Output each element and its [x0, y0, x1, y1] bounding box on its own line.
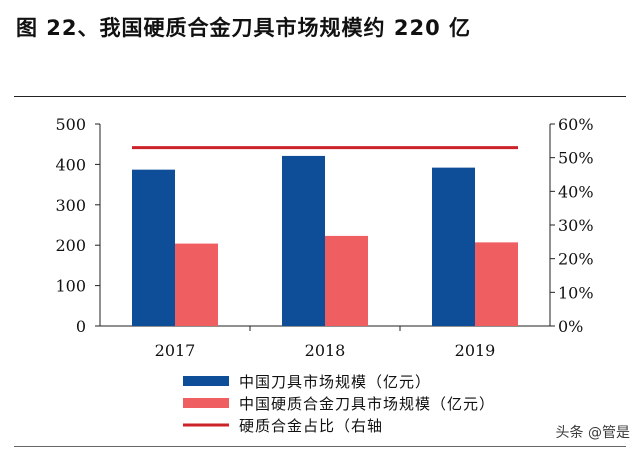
y-tick-label-right: 10%	[558, 283, 594, 302]
y-tick-label-left: 300	[55, 196, 86, 215]
y-tick-label-right: 40%	[558, 182, 594, 201]
bar-carbide-tool-market	[325, 235, 368, 326]
y-tick-label-left: 200	[55, 236, 86, 255]
bar-tool-market	[282, 155, 325, 326]
x-tick-label: 2019	[455, 341, 496, 360]
y-tick-label-left: 400	[55, 155, 86, 174]
y-tick-label-right: 0%	[558, 317, 583, 336]
x-tick-label: 2017	[155, 341, 196, 360]
legend-swatch	[183, 376, 229, 386]
legend-label: 中国硬质合金刀具市场规模（亿元）	[239, 395, 495, 413]
legend-label: 中国刀具市场规模（亿元）	[239, 373, 431, 391]
y-tick-label-left: 0	[76, 317, 86, 336]
y-tick-label-right: 60%	[558, 115, 594, 134]
chart-bars	[132, 155, 518, 326]
legend-swatch	[183, 398, 229, 408]
chart-legend: 中国刀具市场规模（亿元） 中国硬质合金刀具市场规模（亿元） 硬质合金占比（右轴	[183, 373, 495, 435]
x-tick-label: 2018	[305, 341, 346, 360]
bar-carbide-tool-market	[175, 243, 218, 326]
chart-tick-labels: 0 100 200 300 400 500 0% 10% 20% 30% 40% 50% 60% 2017…	[55, 115, 593, 360]
bar-tool-market	[432, 167, 475, 326]
legend-label: 硬质合金占比（右轴	[239, 417, 383, 435]
watermark: 头条 @管是	[555, 425, 630, 441]
figure-title: 图 22、我国硬质合金刀具市场规模约 220 亿	[16, 16, 471, 40]
y-tick-label-right: 30%	[558, 216, 594, 235]
y-tick-label-right: 20%	[558, 250, 594, 269]
y-tick-label-left: 100	[55, 277, 86, 296]
bottom-divider	[14, 446, 626, 447]
y-tick-label-right: 50%	[558, 149, 594, 168]
bar-tool-market	[132, 169, 175, 326]
top-divider	[14, 96, 626, 97]
bar-carbide-tool-market	[475, 242, 518, 326]
y-tick-label-left: 500	[55, 115, 86, 134]
